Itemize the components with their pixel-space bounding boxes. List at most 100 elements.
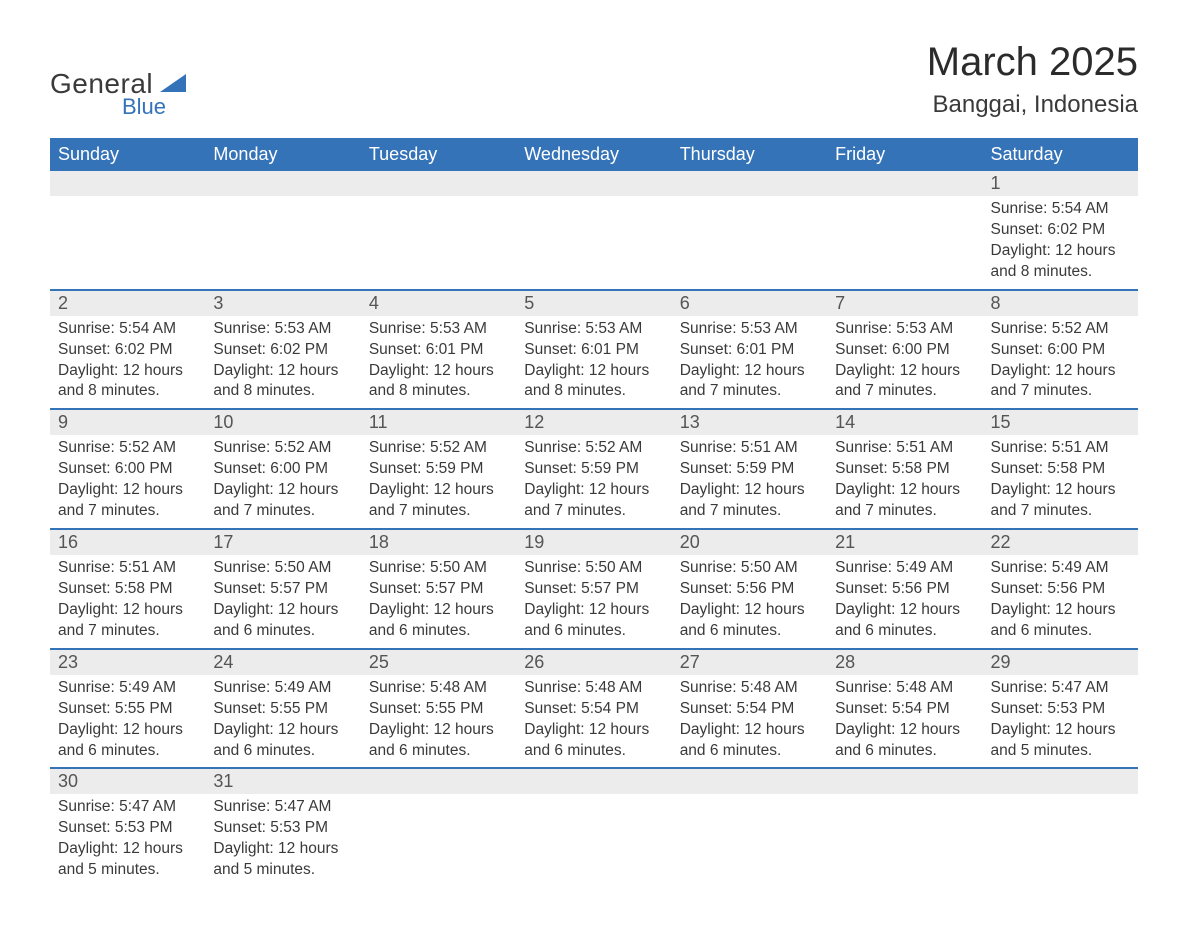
- day-detail-cell: Sunrise: 5:53 AMSunset: 6:01 PMDaylight:…: [361, 316, 516, 410]
- day-detail-cell: Sunrise: 5:49 AMSunset: 5:55 PMDaylight:…: [50, 675, 205, 769]
- daylight-line: Daylight: 12 hours and 7 minutes.: [835, 361, 974, 403]
- weekday-header: Friday: [827, 138, 982, 171]
- sunset-line: Sunset: 5:56 PM: [680, 579, 819, 600]
- day-number-cell: 28: [827, 649, 982, 675]
- sunrise-line: Sunrise: 5:54 AM: [58, 319, 197, 340]
- sunset-line: Sunset: 5:55 PM: [213, 699, 352, 720]
- day-number-cell: 4: [361, 290, 516, 316]
- detail-row: Sunrise: 5:49 AM Sunset: 5:55 PM Daylight:…: [50, 675, 1138, 769]
- day-number-cell: 8: [983, 290, 1138, 316]
- sunrise-line: Sunrise: 5:50 AM: [524, 558, 663, 579]
- daylight-line: Daylight: 12 hours and 7 minutes.: [835, 480, 974, 522]
- day-detail-cell: [983, 794, 1138, 887]
- day-detail-cell: Sunrise: 5:48 AMSunset: 5:54 PMDaylight:…: [827, 675, 982, 769]
- day-detail-cell: Sunrise: 5:49 AMSunset: 5:56 PMDaylight:…: [983, 555, 1138, 649]
- day-detail-cell: [827, 196, 982, 290]
- day-detail-cell: Sunrise: 5:52 AMSunset: 5:59 PMDaylight:…: [516, 435, 671, 529]
- daylight-line: Daylight: 12 hours and 5 minutes.: [213, 839, 352, 881]
- day-number-cell: 27: [672, 649, 827, 675]
- day-detail-cell: Sunrise: 5:50 AMSunset: 5:57 PMDaylight:…: [516, 555, 671, 649]
- day-detail-cell: Sunrise: 5:51 AMSunset: 5:58 PMDaylight:…: [983, 435, 1138, 529]
- detail-row: Sunrise: 5:51 AMSunset: 5:58 PMDaylight:…: [50, 555, 1138, 649]
- page-header: General Blue March 2025 Banggai, Indones…: [50, 40, 1138, 126]
- daylight-line: Daylight: 12 hours and 6 minutes.: [524, 720, 663, 762]
- day-number-cell: 24: [205, 649, 360, 675]
- daylight-line: Daylight: 12 hours and 6 minutes.: [835, 600, 974, 642]
- day-detail-cell: Sunrise: 5:53 AMSunset: 6:01 PMDaylight:…: [516, 316, 671, 410]
- sunrise-line: Sunrise: 5:48 AM: [680, 678, 819, 699]
- day-detail-cell: Sunrise: 5:51 AMSunset: 5:58 PMDaylight:…: [50, 555, 205, 649]
- daylight-line: Daylight: 12 hours and 7 minutes.: [680, 480, 819, 522]
- sunset-line: Sunset: 6:02 PM: [213, 340, 352, 361]
- sunset-line: Sunset: 6:01 PM: [524, 340, 663, 361]
- sunrise-line: Sunrise: 5:49 AM: [991, 558, 1130, 579]
- sunrise-line: Sunrise: 5:52 AM: [369, 438, 508, 459]
- day-detail-cell: Sunrise: 5:47 AMSunset: 5:53 PMDaylight:…: [50, 794, 205, 887]
- day-number-cell: [361, 171, 516, 196]
- daynum-row: 23242526272829: [50, 649, 1138, 675]
- sunset-line: Sunset: 6:01 PM: [369, 340, 508, 361]
- day-detail-cell: [50, 196, 205, 290]
- day-detail-cell: [672, 196, 827, 290]
- daynum-row: 3031: [50, 768, 1138, 794]
- sunrise-line: Sunrise: 5:54 AM: [991, 199, 1130, 220]
- sunrise-line: Sunrise: 5:53 AM: [835, 319, 974, 340]
- day-number-cell: 13: [672, 409, 827, 435]
- title-block: March 2025 Banggai, Indonesia: [927, 40, 1138, 119]
- day-number-cell: 23: [50, 649, 205, 675]
- day-number-cell: 6: [672, 290, 827, 316]
- sunrise-line: Sunrise: 5:53 AM: [680, 319, 819, 340]
- month-title: March 2025: [927, 40, 1138, 85]
- daylight-line: Daylight: 12 hours and 6 minutes.: [58, 720, 197, 762]
- daylight-line: Daylight: 12 hours and 7 minutes.: [680, 361, 819, 403]
- sunrise-line: Sunrise: 5:47 AM: [58, 797, 197, 818]
- brand-sail-icon: [160, 74, 186, 92]
- daylight-line: Daylight: 12 hours and 5 minutes.: [58, 839, 197, 881]
- sunrise-line: Sunrise: 5:52 AM: [58, 438, 197, 459]
- day-detail-cell: Sunrise: 5:53 AMSunset: 6:00 PMDaylight:…: [827, 316, 982, 410]
- day-detail-cell: Sunrise: 5:50 AMSunset: 5:57 PMDaylight:…: [205, 555, 360, 649]
- daylight-line: Daylight: 12 hours and 6 minutes.: [369, 600, 508, 642]
- sunrise-line: Sunrise: 5:50 AM: [680, 558, 819, 579]
- daylight-line: Daylight: 12 hours and 8 minutes.: [58, 361, 197, 403]
- sunrise-line: Sunrise: 5:48 AM: [524, 678, 663, 699]
- sunset-line: Sunset: 6:01 PM: [680, 340, 819, 361]
- day-detail-cell: Sunrise: 5:51 AMSunset: 5:58 PMDaylight:…: [827, 435, 982, 529]
- daylight-line: Daylight: 12 hours and 6 minutes.: [524, 600, 663, 642]
- daylight-line: Daylight: 12 hours and 7 minutes.: [524, 480, 663, 522]
- daylight-line: Daylight: 12 hours and 7 minutes.: [213, 480, 352, 522]
- day-detail-cell: Sunrise: 5:54 AMSunset: 6:02 PMDaylight:…: [983, 196, 1138, 290]
- daylight-line: Daylight: 12 hours and 6 minutes.: [369, 720, 508, 762]
- sunset-line: Sunset: 5:57 PM: [524, 579, 663, 600]
- weekday-header-row: Sunday Monday Tuesday Wednesday Thursday…: [50, 138, 1138, 171]
- day-number-cell: 19: [516, 529, 671, 555]
- day-detail-cell: [516, 196, 671, 290]
- day-number-cell: 15: [983, 409, 1138, 435]
- sunrise-line: Sunrise: 5:47 AM: [991, 678, 1130, 699]
- detail-row: Sunrise: 5:54 AM Sunset: 6:02 PM Daylight:…: [50, 316, 1138, 410]
- sunset-line: Sunset: 5:58 PM: [991, 459, 1130, 480]
- day-detail-cell: Sunrise: 5:50 AMSunset: 5:56 PMDaylight:…: [672, 555, 827, 649]
- day-number-cell: 29: [983, 649, 1138, 675]
- sunrise-line: Sunrise: 5:52 AM: [991, 319, 1130, 340]
- day-number-cell: 11: [361, 409, 516, 435]
- day-number-cell: [205, 171, 360, 196]
- day-number-cell: 10: [205, 409, 360, 435]
- sunset-line: Sunset: 6:00 PM: [213, 459, 352, 480]
- brand-logo: General Blue: [50, 40, 186, 126]
- sunrise-line: Sunrise: 5:52 AM: [524, 438, 663, 459]
- brand-name-2: Blue: [122, 94, 258, 120]
- day-detail-cell: Sunrise: 5:53 AMSunset: 6:01 PMDaylight:…: [672, 316, 827, 410]
- weekday-header: Thursday: [672, 138, 827, 171]
- day-detail-cell: Sunrise: 5:52 AMSunset: 6:00 PMDaylight:…: [50, 435, 205, 529]
- sunset-line: Sunset: 6:00 PM: [991, 340, 1130, 361]
- sunrise-line: Sunrise: 5:51 AM: [835, 438, 974, 459]
- daylight-line: Daylight: 12 hours and 7 minutes.: [991, 361, 1130, 403]
- sunrise-line: Sunrise: 5:49 AM: [58, 678, 197, 699]
- day-detail-cell: Sunrise: 5:48 AMSunset: 5:54 PMDaylight:…: [516, 675, 671, 769]
- daylight-line: Daylight: 12 hours and 6 minutes.: [835, 720, 974, 762]
- day-detail-cell: [827, 794, 982, 887]
- day-number-cell: [983, 768, 1138, 794]
- day-detail-cell: Sunrise: 5:47 AMSunset: 5:53 PMDaylight:…: [205, 794, 360, 887]
- day-detail-cell: Sunrise: 5:48 AMSunset: 5:55 PMDaylight:…: [361, 675, 516, 769]
